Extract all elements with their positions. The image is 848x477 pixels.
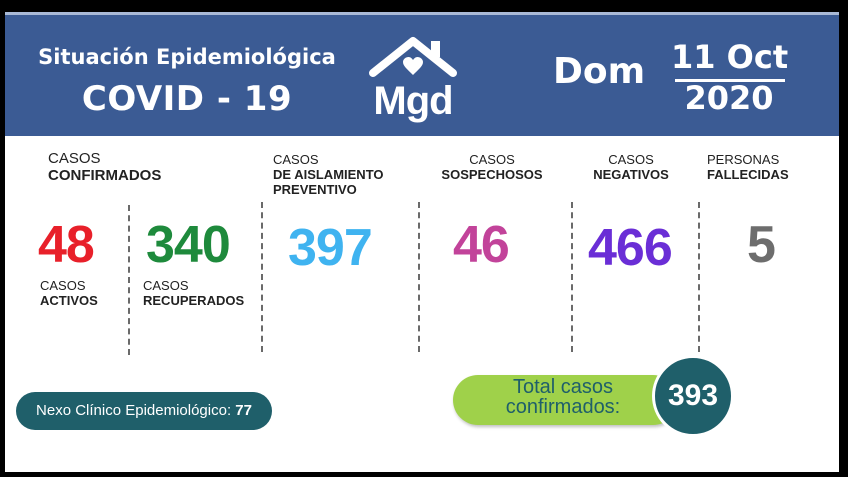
- negative-label-line2: NEGATIVOS: [593, 167, 669, 182]
- total-confirmed-value: 393: [652, 355, 734, 437]
- nexo-value: 77: [235, 402, 252, 419]
- confirmed-label-line1: CASOS: [48, 150, 101, 167]
- total-label-line2: confirmados:: [505, 396, 621, 418]
- recovered-label-line2: RECUPERADOS: [143, 293, 245, 308]
- isolation-label-line3: PREVENTIVO: [273, 182, 357, 197]
- report-date-day-month: 11 Oct: [671, 38, 789, 76]
- negative-label: CASOS NEGATIVOS: [586, 152, 676, 182]
- divider-2: [261, 202, 263, 352]
- confirmed-label: CASOS CONFIRMADOS: [48, 150, 161, 184]
- isolation-label-line1: CASOS: [273, 152, 319, 167]
- divider-4: [571, 202, 573, 352]
- confirmed-label-line2: CONFIRMADOS: [48, 167, 162, 184]
- total-confirmed-label: Total casos confirmados:: [483, 377, 643, 417]
- total-confirmed-pill: [453, 375, 678, 425]
- active-cases-label: CASOS ACTIVOS: [40, 278, 98, 308]
- active-cases-value: 48: [38, 216, 95, 274]
- mgd-logo: Mgd: [363, 35, 463, 130]
- divider-1: [128, 205, 130, 355]
- date-divider-line: [675, 79, 785, 82]
- isolation-label: CASOS DE AISLAMIENTO PREVENTIVO: [273, 152, 384, 197]
- house-heart-icon: [369, 37, 457, 77]
- deceased-label-line2: FALLECIDAS: [707, 167, 789, 182]
- report-title: COVID - 19: [81, 79, 293, 119]
- logo-text: Mgd: [373, 79, 453, 123]
- divider-5: [698, 202, 700, 352]
- recovered-cases-value: 340: [146, 216, 231, 274]
- report-day: Dom: [553, 51, 646, 92]
- deceased-label: PERSONAS FALLECIDAS: [707, 152, 789, 182]
- report-date-year: 2020: [684, 79, 774, 117]
- deceased-label-line1: PERSONAS: [707, 152, 780, 167]
- isolation-cases-value: 397: [288, 219, 373, 277]
- report-subtitle: Situación Epidemiológica: [38, 45, 336, 69]
- nexo-label: Nexo Clínico Epidemiológico:: [36, 402, 236, 419]
- suspected-label-line1: CASOS: [469, 152, 515, 167]
- covid-report-card: Situación Epidemiológica COVID - 19 Mgd …: [5, 12, 839, 472]
- active-label-line1: CASOS: [40, 278, 86, 293]
- active-label-line2: ACTIVOS: [40, 293, 98, 308]
- suspected-label-line2: SOSPECHOSOS: [441, 167, 543, 182]
- negative-cases-value: 466: [588, 219, 673, 277]
- isolation-label-line2: DE AISLAMIENTO: [273, 167, 384, 182]
- suspected-cases-value: 46: [453, 216, 510, 274]
- divider-3: [418, 202, 420, 352]
- recovered-cases-label: CASOS RECUPERADOS: [143, 278, 244, 308]
- nexo-badge: Nexo Clínico Epidemiológico: 77: [16, 392, 272, 430]
- negative-label-line1: CASOS: [608, 152, 654, 167]
- header-banner: Situación Epidemiológica COVID - 19 Mgd …: [5, 12, 839, 136]
- suspected-label: CASOS SOSPECHOSOS: [432, 152, 552, 182]
- deceased-value: 5: [747, 216, 776, 274]
- total-label-line1: Total casos: [512, 376, 614, 398]
- recovered-label-line1: CASOS: [143, 278, 189, 293]
